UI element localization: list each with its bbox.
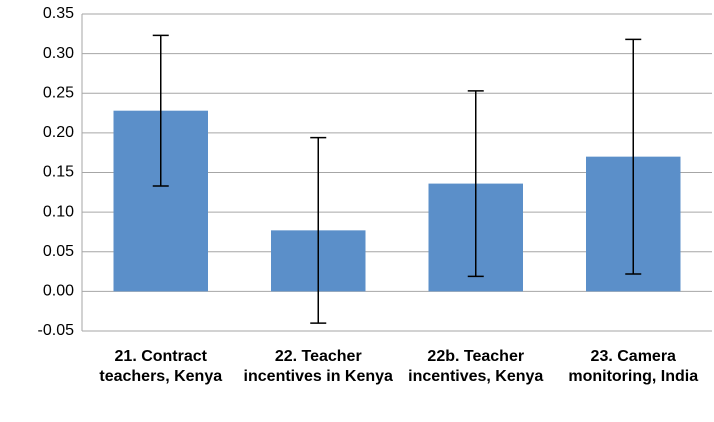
error-bar [625, 38, 642, 275]
x-tick-label: 22. Teacher incentives in Kenya [243, 348, 393, 385]
y-tick-label: 0.10 [43, 203, 74, 220]
y-tick-label: 0.35 [43, 5, 74, 22]
x-tick-label: 22b. Teacher incentives, Kenya [408, 348, 544, 385]
y-tick-label: -0.05 [38, 322, 75, 339]
error-bar [467, 90, 484, 278]
y-tick-label: 0.05 [43, 243, 74, 260]
x-tick-label: 21. Contract teachers, Kenya [99, 348, 223, 385]
y-tick-label: 0.30 [43, 45, 74, 62]
x-tick-label: 23. Camera monitoring, India [568, 348, 699, 385]
y-tick-label: 0.00 [43, 283, 74, 300]
error-bar [152, 34, 169, 187]
y-tick-label: 0.25 [43, 84, 74, 101]
y-tick-label: 0.20 [43, 124, 74, 141]
y-tick-label: 0.15 [43, 164, 74, 181]
error-bar [310, 136, 327, 324]
